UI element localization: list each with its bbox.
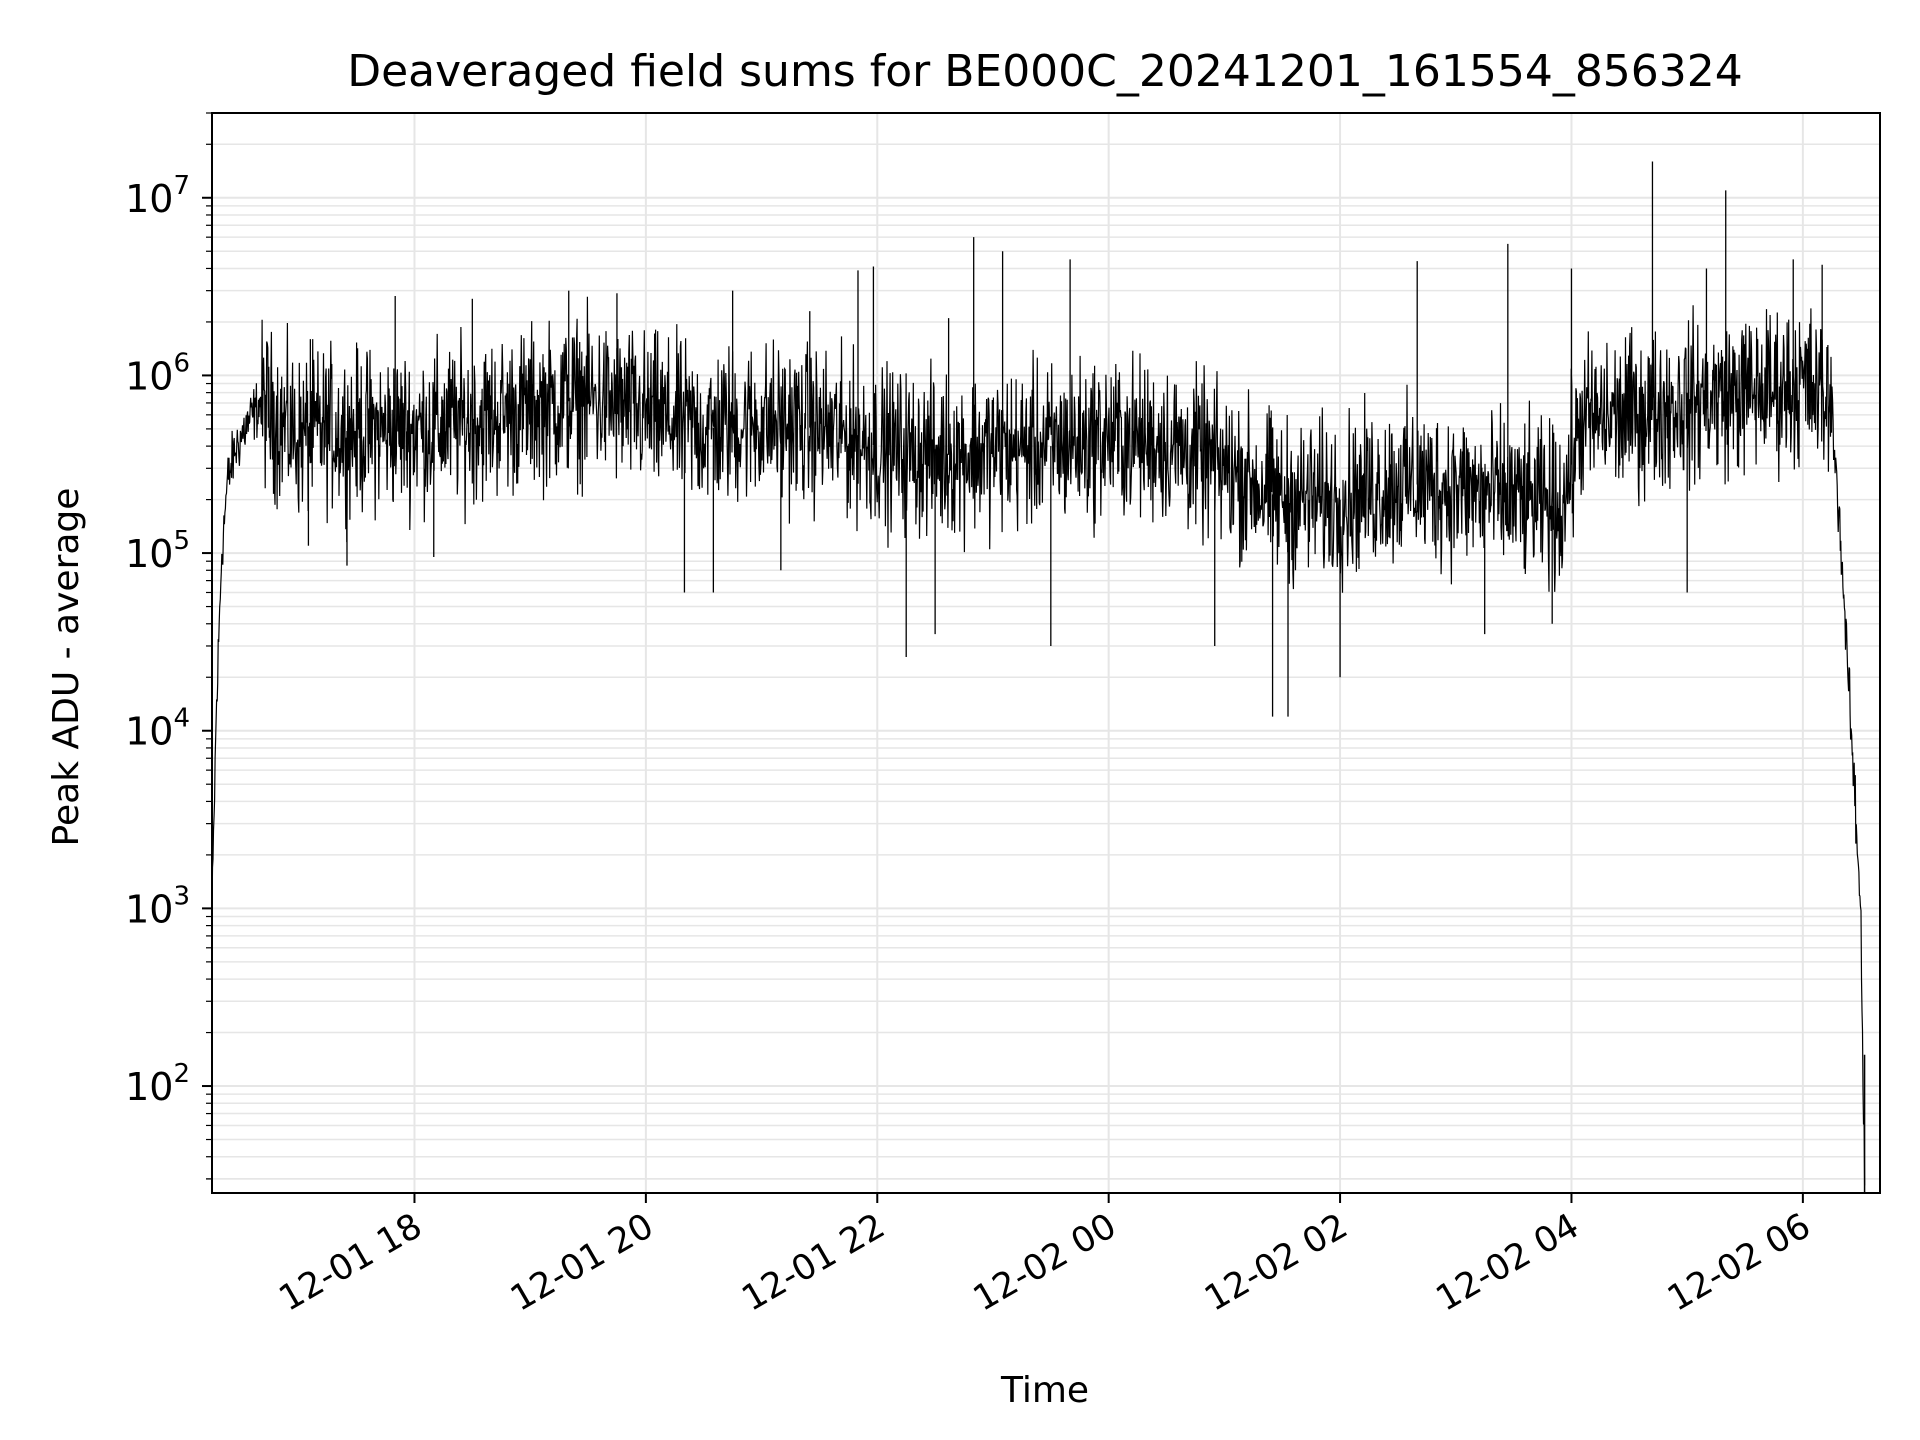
x-tick-label: 12-01 20 bbox=[504, 1206, 660, 1319]
y-tick-label: 106 bbox=[125, 348, 190, 398]
plot-area bbox=[211, 112, 1881, 1194]
x-axis: 12-01 18 12-01 20 12-01 22 12-02 00 12-02 02… bbox=[273, 1193, 1817, 1319]
y-tick-label: 107 bbox=[125, 171, 190, 221]
x-tick-label: 12-01 22 bbox=[735, 1206, 891, 1319]
x-axis-label: Time bbox=[1000, 1370, 1089, 1411]
y-tick-label: 105 bbox=[125, 526, 190, 576]
x-tick-label: 12-02 06 bbox=[1661, 1206, 1817, 1319]
x-tick-label: 12-02 00 bbox=[967, 1206, 1123, 1319]
x-tick-label: 12-02 02 bbox=[1198, 1206, 1354, 1319]
y-axis: 102 103 104 105 106 107 bbox=[125, 112, 212, 1180]
series-line bbox=[211, 296, 1866, 1186]
y-tick-label: 103 bbox=[125, 881, 190, 931]
x-tick-label: 12-01 18 bbox=[273, 1206, 429, 1319]
chart-title: Deaveraged field sums for BE000C_2024120… bbox=[347, 46, 1743, 97]
grid-layer bbox=[212, 112, 1880, 1193]
y-tick-label: 102 bbox=[125, 1059, 190, 1109]
y-tick-label: 104 bbox=[125, 704, 190, 754]
y-axis-label: Peak ADU - average bbox=[46, 488, 87, 847]
x-tick-label: 12-02 04 bbox=[1430, 1206, 1586, 1319]
data-layer bbox=[211, 161, 1866, 1193]
